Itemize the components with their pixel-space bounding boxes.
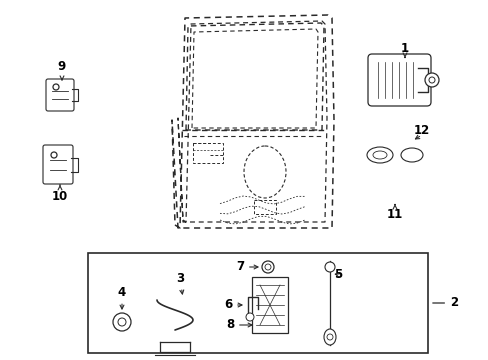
Text: 7: 7 [235, 261, 258, 274]
Text: 3: 3 [176, 271, 183, 294]
FancyBboxPatch shape [43, 145, 73, 184]
Text: 11: 11 [386, 204, 402, 220]
Circle shape [264, 264, 270, 270]
Circle shape [51, 152, 57, 158]
Text: 8: 8 [225, 319, 251, 332]
Circle shape [245, 313, 253, 321]
FancyBboxPatch shape [367, 54, 430, 106]
Ellipse shape [324, 329, 335, 345]
Circle shape [113, 313, 131, 331]
FancyBboxPatch shape [46, 79, 74, 111]
Circle shape [262, 261, 273, 273]
Text: 5: 5 [333, 269, 342, 282]
Text: 10: 10 [52, 185, 68, 203]
Circle shape [424, 73, 438, 87]
Text: 6: 6 [224, 298, 242, 311]
Ellipse shape [400, 148, 422, 162]
Text: 4: 4 [118, 285, 126, 309]
Circle shape [118, 318, 126, 326]
Bar [251, 277, 287, 333]
Circle shape [325, 262, 334, 272]
Bar [88, 253, 427, 353]
Ellipse shape [244, 146, 285, 198]
Text: 1: 1 [400, 41, 408, 57]
Bar [253, 200, 275, 214]
Circle shape [53, 84, 59, 90]
Text: 9: 9 [58, 60, 66, 80]
Ellipse shape [366, 147, 392, 163]
Bar [193, 143, 223, 163]
Text: 12: 12 [413, 125, 429, 138]
Circle shape [326, 334, 332, 340]
Ellipse shape [372, 151, 386, 159]
Text: 2: 2 [432, 297, 457, 310]
Circle shape [428, 77, 434, 83]
